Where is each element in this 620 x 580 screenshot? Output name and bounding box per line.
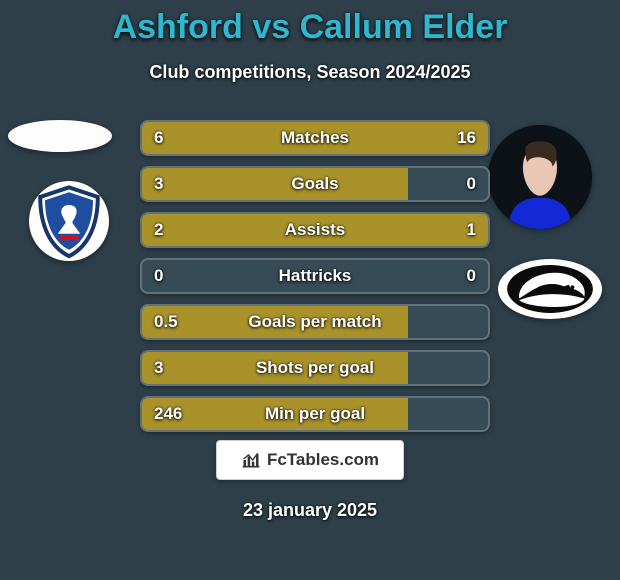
chart-icon <box>241 451 261 469</box>
stat-row: 30Goals <box>140 166 490 202</box>
date-label: 23 january 2025 <box>0 500 620 521</box>
club-left-crest-icon <box>29 181 109 261</box>
watermark: FcTables.com <box>216 440 404 480</box>
stat-label: Goals <box>142 168 488 200</box>
club-right-crest-icon <box>498 259 602 319</box>
subtitle: Club competitions, Season 2024/2025 <box>0 62 620 83</box>
stat-label: Goals per match <box>142 306 488 338</box>
stat-row: 21Assists <box>140 212 490 248</box>
stat-label: Min per goal <box>142 398 488 430</box>
player-left-avatar <box>8 120 112 152</box>
watermark-text: FcTables.com <box>267 450 379 470</box>
comparison-card: Ashford vs Callum Elder Club competition… <box>0 0 620 580</box>
stat-row: 0.5Goals per match <box>140 304 490 340</box>
page-title: Ashford vs Callum Elder <box>0 8 620 47</box>
stat-row: 3Shots per goal <box>140 350 490 386</box>
stat-label: Assists <box>142 214 488 246</box>
stat-label: Hattricks <box>142 260 488 292</box>
stat-row: 00Hattricks <box>140 258 490 294</box>
club-left-crest <box>29 181 109 261</box>
stat-label: Matches <box>142 122 488 154</box>
player-right-avatar-icon <box>488 125 592 229</box>
stat-row: 616Matches <box>140 120 490 156</box>
stat-label: Shots per goal <box>142 352 488 384</box>
club-right-crest <box>498 259 602 319</box>
player-right-avatar <box>488 125 592 229</box>
stat-row: 246Min per goal <box>140 396 490 432</box>
stats-bars: 616Matches 30Goals 21Assists 00Hattricks 0.5… <box>140 120 490 442</box>
